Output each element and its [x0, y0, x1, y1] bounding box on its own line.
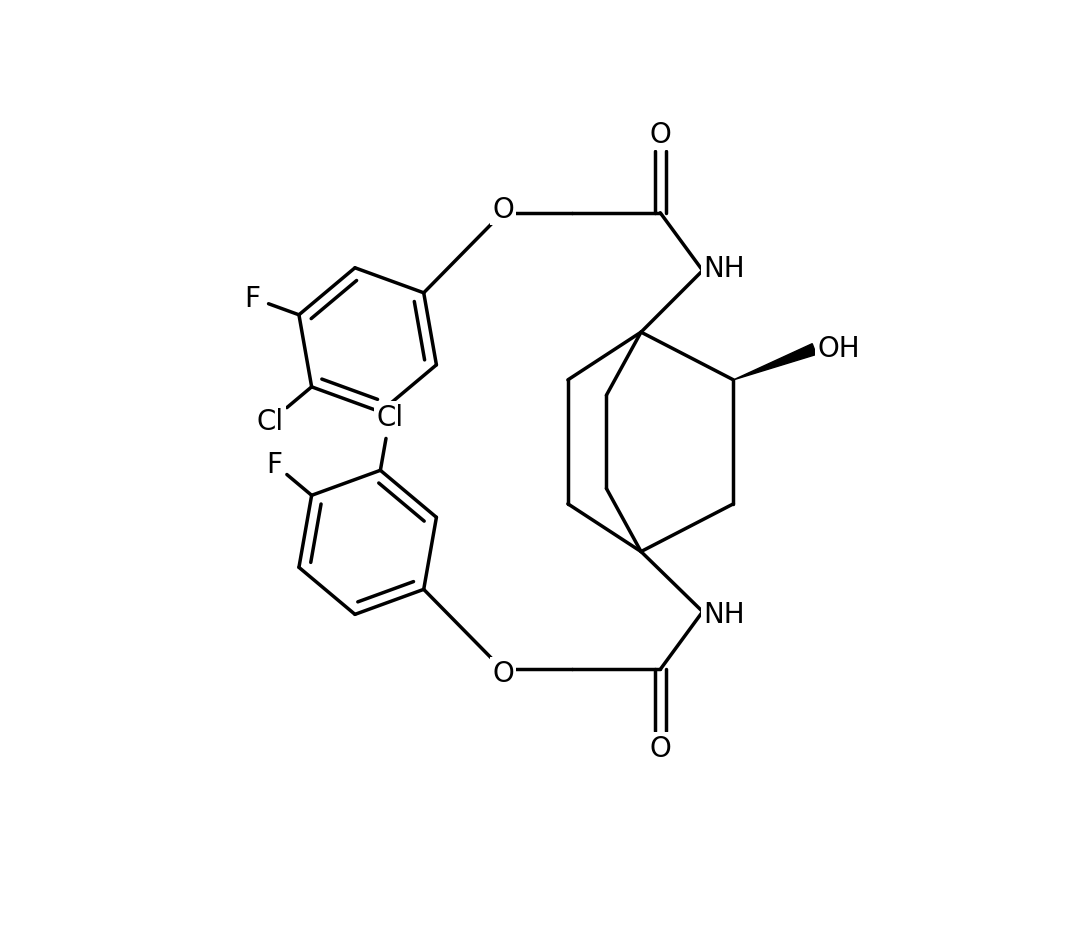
- Text: NH: NH: [703, 601, 745, 629]
- Text: NH: NH: [703, 255, 745, 283]
- Text: O: O: [650, 121, 671, 149]
- Text: OH: OH: [818, 334, 860, 362]
- Text: Cl: Cl: [376, 404, 403, 432]
- Text: F: F: [266, 451, 282, 478]
- Polygon shape: [733, 344, 817, 380]
- Text: O: O: [650, 734, 671, 762]
- Text: O: O: [492, 196, 515, 223]
- Text: O: O: [492, 659, 515, 688]
- Text: F: F: [244, 285, 260, 312]
- Text: Cl: Cl: [257, 408, 284, 436]
